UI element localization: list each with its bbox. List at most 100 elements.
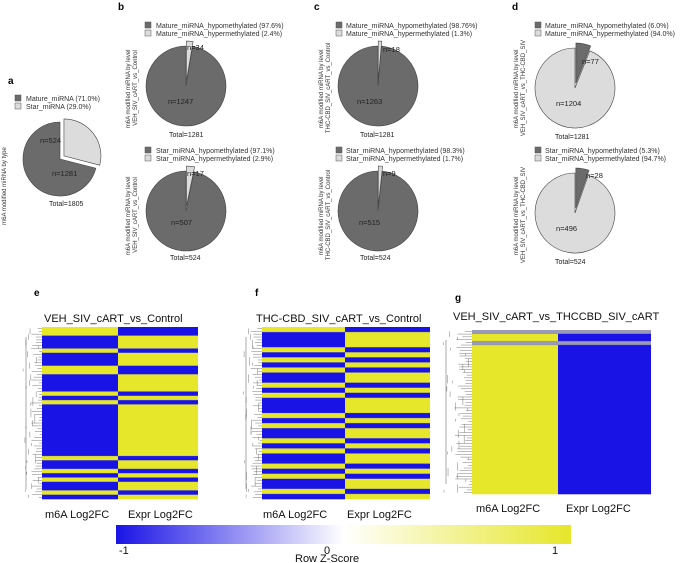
y-axis-label-line2: THC-CBD_SIV_cART_vs_Control (326, 170, 332, 260)
heatmap-cell (262, 443, 345, 449)
heatmap-cell (262, 448, 345, 454)
heatmap-cell (345, 488, 430, 495)
slice-label-small: n=9 (383, 169, 396, 178)
slice-label-large: n=1247 (168, 97, 193, 106)
slice-label-small: n=34 (187, 43, 204, 52)
heatmap-cell (118, 468, 198, 474)
row-dendrogram (443, 331, 472, 493)
total-label: Total=524 (360, 255, 391, 262)
heatmap-cell (118, 490, 198, 495)
y-axis-label: m6A modified miRNA by level THC-CBD_SIV_… (319, 170, 332, 260)
pie-panel-a: a Mature_miRNA (71.0%) Star_miRNA (29.0%… (2, 76, 102, 225)
panel-label-b: b (118, 2, 124, 13)
slice-label-large: n=1263 (357, 97, 382, 106)
pie-slice-n-524 (63, 118, 102, 166)
heatmap-cell (118, 395, 198, 401)
slice-label-large: n=496 (556, 224, 577, 233)
y-axis-label-line1: m6A modified miRNA by level (319, 49, 325, 128)
legend-swatch (534, 146, 542, 154)
heatmap-cell (42, 374, 118, 392)
heatmap-cell (262, 423, 345, 429)
heatmap-cell (345, 332, 430, 348)
heatmap-cell (345, 327, 430, 333)
legend-entry-2: Mature_miRNA_hypermethylated (2.4%) (156, 31, 282, 38)
heatmap-cell (118, 481, 198, 491)
heatmap-cell (345, 367, 430, 373)
heatmap-cell (42, 481, 118, 491)
legend-swatch (14, 94, 22, 102)
heatmap-cell (345, 347, 430, 353)
pie-slice-n-1263 (337, 45, 419, 127)
heatmap-cell (42, 468, 118, 474)
pie-panel-b1: b Mature_miRNA_hypomethylated (97.6%) Ma… (118, 2, 284, 139)
heatmap-cell (42, 473, 118, 478)
heatmap-cell (118, 391, 198, 397)
y-axis-label-line1: m6A modified miRNA by level (514, 49, 520, 128)
column-label-1: m6A Log2FC (476, 503, 540, 515)
legend-entry-1: Mature_miRNA_hypomethylated (6.0%) (545, 23, 669, 30)
heatmap-cell (118, 404, 198, 457)
pie-slice-n-1247 (145, 45, 227, 127)
heatmap-title: THC-CBD_SIV_cART_vs_Control (256, 313, 421, 325)
pie-slice-n-496 (534, 172, 616, 254)
panel-label-d: d (512, 2, 518, 13)
legend-swatch (534, 21, 542, 29)
y-axis-label: m6A modified miRNA by level VEH_SIV_cART… (126, 175, 139, 255)
legend-entry-2: Star_miRNA_hypermethylated (94.7%) (545, 156, 666, 163)
heatmap-cell (345, 413, 430, 419)
pie-slice-n-17 (186, 165, 195, 207)
heatmap-cell (345, 352, 430, 358)
heatmap-cell (262, 493, 345, 500)
legend-entry-2: Mature_miRNA_hypermethylated (94.0%) (545, 31, 675, 38)
heatmap-cell (472, 344, 558, 495)
slice-label-dark: n=1281 (52, 169, 77, 178)
heatmap-cell (345, 478, 430, 490)
heatmap-cell (262, 332, 345, 348)
heatmap-title: VEH_SIV_cART_vs_Control (44, 313, 183, 325)
heatmap-cell (42, 348, 118, 354)
panel-label-f: f (255, 288, 259, 299)
y-axis-label: m6A modified miRNA by level VEH_SIV_cART… (514, 167, 527, 263)
heatmap-cell (42, 494, 118, 500)
heatmap-cell (345, 382, 430, 389)
heatmap-cell (42, 327, 118, 336)
heatmap-cell (118, 348, 198, 354)
legend-entry-1: Mature_miRNA (71.0%) (26, 96, 100, 103)
y-axis-label: m6A modified miRNA by level VEH_SIV_cART… (126, 48, 139, 128)
heatmap-cell (345, 418, 430, 424)
pie-slice-n-515 (337, 170, 419, 252)
column-label-2: Expr Log2FC (566, 503, 631, 515)
heatmap-cell (345, 428, 430, 439)
heatmap-title: VEH_SIV_cART_vs_THCCBD_SIV_cART (453, 311, 659, 323)
heatmap-cell (262, 397, 345, 414)
heatmap-cell (262, 453, 345, 464)
legend-swatch (335, 154, 343, 162)
heatmap-cell (345, 463, 430, 469)
legend-entry-2: Mature_miRNA_hypermethylated (1.3%) (346, 31, 472, 38)
heatmap-cell (558, 341, 651, 346)
heatmap-panel-g: g VEH_SIV_cART_vs_THCCBD_SIV_cART m6A Lo… (443, 293, 659, 515)
total-label: Total=524 (170, 255, 201, 262)
slice-label-small: n=28 (586, 171, 603, 180)
legend-entry-1: Star_miRNA_hypomethylated (97.1%) (156, 148, 275, 155)
heatmap-cell (118, 473, 198, 478)
heatmap-cell (345, 493, 430, 500)
legend-swatch (14, 102, 22, 110)
heatmap-cell (345, 362, 430, 368)
slice-label-small: n=18 (383, 45, 400, 54)
total-label: Total=1805 (49, 201, 84, 208)
slice-label-large: n=515 (359, 218, 380, 227)
legend-entry-2: Star_miRNA (29.0%) (26, 104, 91, 111)
heatmap-cell (118, 494, 198, 500)
colorbar-tick-min: -1 (119, 545, 129, 557)
heatmap-cell (345, 453, 430, 464)
pie-slice-n-9 (377, 165, 383, 207)
pie-slice-n-1281 (22, 121, 97, 197)
colorbar-gradient (116, 525, 571, 544)
heatmap-cell (345, 468, 430, 475)
total-label: Total=524 (555, 259, 586, 266)
y-axis-label-line2: VEH_SIV_cART_vs_THC-CBD_SIV (521, 40, 527, 136)
heatmap-cell (262, 352, 345, 358)
heatmap-cell (118, 327, 198, 336)
